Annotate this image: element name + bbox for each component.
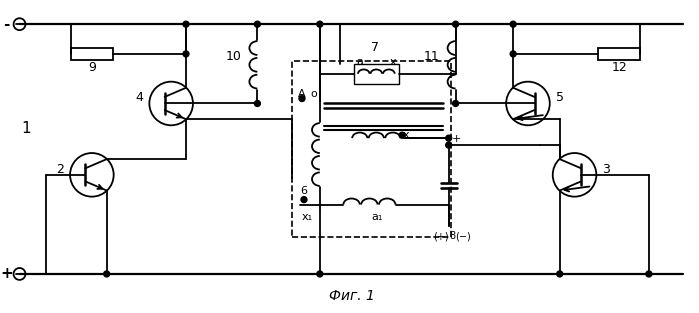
Circle shape [103, 271, 110, 277]
Circle shape [556, 271, 563, 277]
Text: Фиг. 1: Фиг. 1 [329, 289, 375, 303]
Text: a₁: a₁ [372, 213, 383, 223]
Text: (−): (−) [454, 231, 470, 241]
Circle shape [453, 100, 459, 106]
Circle shape [510, 21, 516, 27]
Bar [354, 64, 399, 84]
Circle shape [317, 21, 323, 27]
Circle shape [183, 21, 189, 27]
Text: 7: 7 [371, 41, 380, 54]
Circle shape [446, 135, 452, 141]
Text: 12: 12 [611, 61, 627, 74]
Bar [292, 61, 451, 237]
Text: +: + [452, 134, 461, 144]
Circle shape [510, 51, 516, 57]
Circle shape [301, 197, 307, 203]
Text: 2: 2 [56, 163, 64, 177]
Text: 10: 10 [226, 50, 242, 64]
Circle shape [646, 271, 652, 277]
Circle shape [446, 142, 452, 148]
Text: 5: 5 [556, 91, 563, 104]
Text: A: A [298, 89, 305, 99]
Circle shape [317, 271, 323, 277]
Circle shape [453, 21, 459, 27]
Circle shape [299, 95, 305, 101]
Text: 3: 3 [603, 163, 610, 177]
Text: -: - [3, 17, 10, 32]
Text: a: a [356, 57, 363, 67]
Text: (+): (+) [433, 231, 449, 241]
Text: x: x [390, 57, 396, 67]
Circle shape [254, 100, 260, 106]
Text: 1: 1 [22, 121, 31, 136]
Text: 9: 9 [88, 61, 96, 74]
Text: 8: 8 [449, 231, 456, 241]
Bar [71, 48, 113, 60]
Bar [598, 48, 640, 60]
Text: x: x [403, 130, 410, 140]
Text: 6: 6 [300, 186, 307, 196]
Text: x₁: x₁ [302, 213, 313, 223]
Circle shape [183, 51, 189, 57]
Text: 4: 4 [136, 91, 143, 104]
Circle shape [254, 21, 260, 27]
Circle shape [399, 132, 405, 138]
Text: +: + [0, 266, 13, 281]
Text: o: o [310, 89, 317, 99]
Text: 11: 11 [424, 50, 440, 64]
